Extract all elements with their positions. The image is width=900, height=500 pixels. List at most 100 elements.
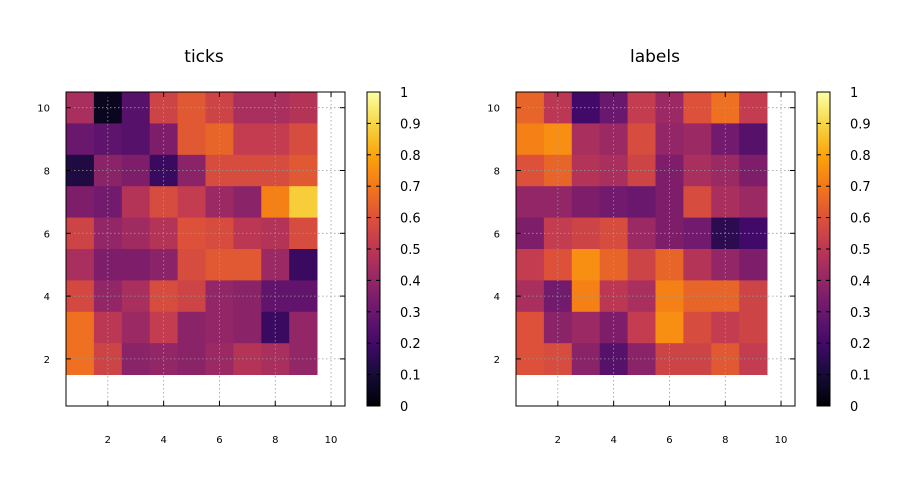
colorbar-tick-label: 0.4 — [400, 274, 421, 289]
axes-frame — [515, 91, 796, 407]
x-tick-label: 2 — [555, 435, 561, 446]
x-tick-label: 10 — [775, 435, 788, 446]
heatmap-cell-x9-y5 — [289, 249, 318, 281]
heatmap-cell-x1-y9 — [516, 123, 545, 156]
heatmap-cell-x9-y3 — [289, 311, 318, 344]
colorbar-gradient — [367, 92, 380, 406]
x-tick-label: 8 — [272, 435, 278, 446]
y-tick-label: 10 — [487, 104, 500, 115]
x-tick-label: 4 — [160, 435, 166, 446]
heatmap-cell-x9-y9 — [289, 123, 318, 156]
heatmap-cell-x5-y2 — [627, 343, 656, 375]
colorbar-tick-label: 0 — [850, 400, 858, 415]
y-tick-label: 8 — [494, 167, 500, 178]
x-tick-label: 4 — [610, 435, 616, 446]
colorbar-tick-label: 0.2 — [400, 337, 421, 352]
heatmap-cell-x4-y2 — [599, 343, 628, 375]
heatmap-cell-x7-y6 — [233, 217, 262, 250]
heatmap-cell-x5-y8 — [627, 154, 656, 187]
colorbar: 0 0.1 0.2 0.3 0.4 0.5 0.6 0.7 0.8 0.9 1 — [816, 86, 871, 415]
heatmap-cell-x5-y7 — [177, 186, 206, 218]
heatmap-cell-x6-y2 — [205, 343, 234, 375]
heatmap-cell-x4-y8 — [149, 154, 178, 187]
heatmap-cell-x7-y10 — [683, 92, 712, 124]
heatmap-cell-x3-y7 — [121, 186, 151, 218]
heatmap-cell-x7-y8 — [233, 154, 262, 187]
colorbar-tick-label: 0.5 — [850, 243, 871, 258]
colorbar-tick-label: 0.5 — [400, 243, 421, 258]
colorbar-tick-label: 0.7 — [400, 180, 421, 195]
axes-frame — [65, 91, 346, 407]
heatmap-cell-x1-y7 — [66, 186, 95, 218]
heatmap-cell-x5-y2 — [177, 343, 206, 375]
heatmap-cell-x7-y4 — [683, 280, 712, 313]
heatmap-cell-x9-y5 — [739, 249, 768, 281]
x-tick-label: 2 — [105, 435, 111, 446]
heatmap-cell-x7-y9 — [683, 123, 712, 156]
heatmap-cell-x1-y3 — [516, 311, 545, 344]
heatmap-cell-x3-y5 — [121, 249, 151, 281]
heatmap-cell-x1-y9 — [66, 123, 95, 156]
heatmap-cell-x5-y7 — [627, 186, 656, 218]
colorbar-tick-label: 1 — [400, 86, 408, 101]
heatmap-cell-x7-y6 — [683, 217, 712, 250]
heatmap-cell-x3-y7 — [571, 186, 601, 218]
colorbar-tick-label: 0.9 — [400, 117, 421, 132]
colorbar-tick-label: 0.7 — [850, 180, 871, 195]
heatmap-cell-x6-y8 — [205, 154, 234, 187]
heatmap-cell-x7-y5 — [233, 249, 262, 281]
heatmap-cell-x7-y8 — [683, 154, 712, 187]
colorbar-tick-label: 0.8 — [850, 149, 871, 164]
y-tick-label: 6 — [494, 229, 500, 240]
heatmap-cell-x5-y5 — [627, 249, 656, 281]
colorbar-tick-label: 1 — [850, 86, 858, 101]
colorbar-tick-label: 0.8 — [400, 149, 421, 164]
heatmap-cells — [66, 92, 318, 375]
chart-title: labels — [630, 47, 680, 67]
heatmap-cell-x7-y2 — [233, 343, 262, 375]
grid-lines — [516, 92, 795, 406]
colorbar-tick-label: 0.9 — [850, 117, 871, 132]
y-tick-label: 10 — [37, 104, 50, 115]
heatmap-cell-x7-y9 — [233, 123, 262, 156]
heatmap-cell-x7-y3 — [233, 311, 262, 344]
colorbar-tick-label: 0.6 — [850, 212, 871, 227]
heatmap-cell-x5-y8 — [177, 154, 206, 187]
colorbar-tick-label: 0.1 — [850, 369, 871, 384]
heatmap-cells — [516, 92, 768, 375]
colorbar: 0 0.1 0.2 0.3 0.4 0.5 0.6 0.7 0.8 0.9 1 — [366, 86, 421, 415]
heatmap-cell-x6-y2 — [655, 343, 684, 375]
heatmap-cell-x7-y7 — [233, 186, 262, 218]
y-tick-label: 2 — [494, 355, 500, 366]
x-tick-label: 10 — [325, 435, 338, 446]
heatmap-cell-x9-y7 — [739, 186, 768, 218]
heatmap-cell-x5-y3 — [627, 311, 656, 344]
heatmap-cell-x3-y5 — [571, 249, 601, 281]
colorbar-tick-label: 0.1 — [400, 369, 421, 384]
heatmap-cell-x3-y9 — [571, 123, 601, 156]
x-tick-label: 6 — [666, 435, 672, 446]
heatmap-cell-x9-y9 — [739, 123, 768, 156]
colorbar-tick-label: 0.3 — [850, 306, 871, 321]
heatmap-cell-x9-y3 — [739, 311, 768, 344]
heatmap-cell-x5-y9 — [627, 123, 656, 156]
y-tick-label: 4 — [44, 292, 50, 303]
colorbar-tick-label: 0.6 — [400, 212, 421, 227]
colorbar-tick-label: 0.4 — [850, 274, 871, 289]
heatmap-cell-x5-y9 — [177, 123, 206, 156]
heatmap-cell-x3-y3 — [121, 311, 151, 344]
x-tick-label: 8 — [722, 435, 728, 446]
heatmap-cell-x4-y8 — [599, 154, 628, 187]
heatmap-cell-x5-y10 — [177, 92, 206, 124]
heatmap-cell-x3-y9 — [121, 123, 151, 156]
chart-title: ticks — [184, 47, 224, 67]
heatmap-cell-x1-y5 — [516, 249, 545, 281]
colorbar-tick-label: 0.3 — [400, 306, 421, 321]
heatmap-cell-x7-y10 — [233, 92, 262, 124]
y-tick-label: 4 — [494, 292, 500, 303]
heatmap-cell-x7-y2 — [683, 343, 712, 375]
heatmap-cell-x5-y3 — [177, 311, 206, 344]
heatmap-cell-x3-y3 — [571, 311, 601, 344]
heatmap-cell-x1-y7 — [516, 186, 545, 218]
